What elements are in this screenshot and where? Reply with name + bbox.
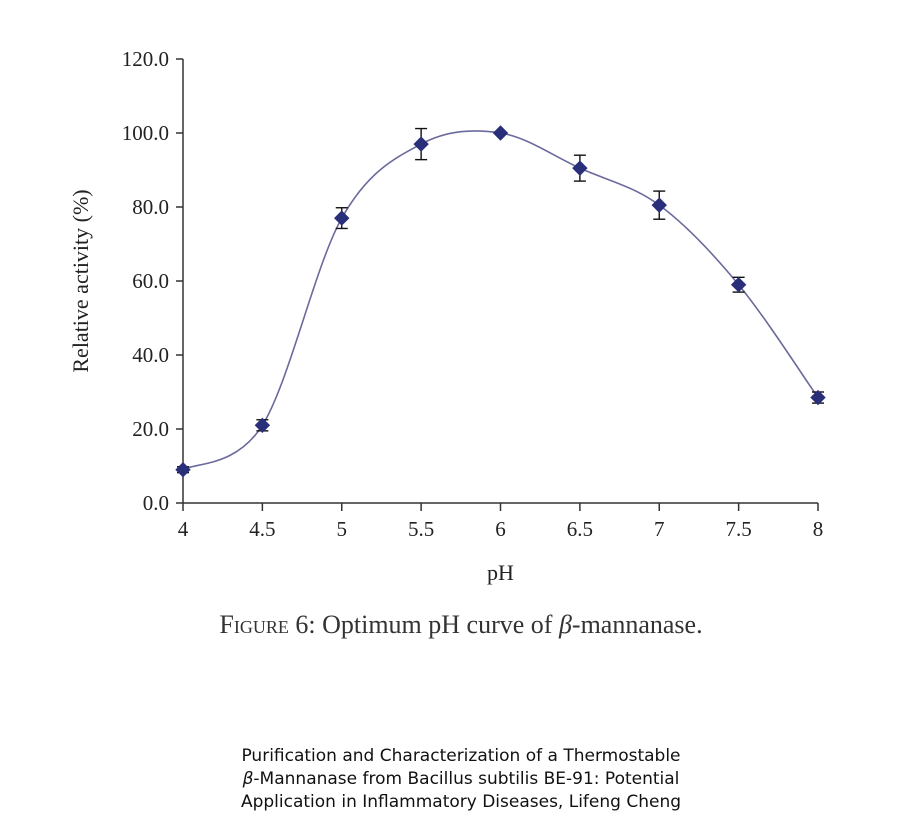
data-point-marker — [651, 197, 667, 213]
y-axis-title: Relative activity (%) — [68, 189, 93, 372]
x-tick-label: 7.5 — [726, 517, 752, 541]
source-citation: Purification and Characterization of a T… — [0, 745, 922, 814]
x-tick-label: 4 — [178, 517, 189, 541]
data-point-marker — [175, 461, 191, 478]
citation-line-2-text: -Mannanase from Bacillus subtilis BE-91:… — [253, 769, 680, 789]
x-tick-label: 5 — [337, 517, 348, 541]
citation-line-1: Purification and Characterization of a T… — [241, 746, 681, 766]
x-tick-label: 5.5 — [408, 517, 434, 541]
series-curve — [182, 130, 819, 471]
y-tick-label: 80.0 — [132, 195, 169, 219]
data-point-marker — [413, 136, 429, 152]
y-tick-label: 20.0 — [132, 417, 169, 441]
x-tick-label: 6 — [495, 517, 506, 541]
y-tick-label: 0.0 — [143, 491, 169, 515]
figure-label: Figure 6: — [219, 610, 316, 639]
chart-curve-layer — [182, 130, 819, 471]
y-tick-label: 40.0 — [132, 343, 169, 367]
x-tick-label: 8 — [813, 517, 824, 541]
y-tick-label: 60.0 — [132, 269, 169, 293]
caption-beta-symbol: β — [558, 610, 572, 639]
caption-text-before: Optimum pH curve of — [322, 610, 559, 639]
figure-caption: Figure 6: Optimum pH curve of β-mannanas… — [0, 610, 922, 640]
citation-line-3: Application in Inflammatory Diseases, Li… — [240, 792, 682, 812]
citation-line-2: β-Mannanase from Bacillus subtilis BE-91… — [0, 768, 922, 791]
citation-beta-symbol: β — [242, 769, 254, 789]
ph-activity-chart: 0.0 20.0 40.0 60.0 80.0 100.0 120.0 4 4.5 5 5.5 6 6.… — [68, 47, 826, 585]
data-point-marker — [492, 125, 509, 141]
data-point-marker — [572, 160, 588, 176]
data-point-marker — [334, 210, 350, 226]
y-tick-label: 100.0 — [122, 121, 169, 145]
chart-marker-layer — [175, 125, 826, 478]
caption-text-after: -mannanase. — [571, 610, 703, 639]
x-tick-label: 4.5 — [249, 517, 275, 541]
chart-axes — [176, 58, 819, 511]
chart-errorbar-layer — [177, 127, 824, 474]
data-point-marker — [254, 417, 271, 434]
data-point-marker — [730, 276, 747, 293]
x-tick-label: 6.5 — [567, 517, 593, 541]
chart-label-layer: 0.0 20.0 40.0 60.0 80.0 100.0 120.0 4 4.5 5 5.5 6 6.… — [68, 47, 823, 585]
x-axis-title: pH — [487, 560, 514, 585]
y-tick-label: 120.0 — [122, 47, 169, 71]
x-tick-label: 7 — [654, 517, 665, 541]
data-point-marker — [810, 389, 826, 406]
